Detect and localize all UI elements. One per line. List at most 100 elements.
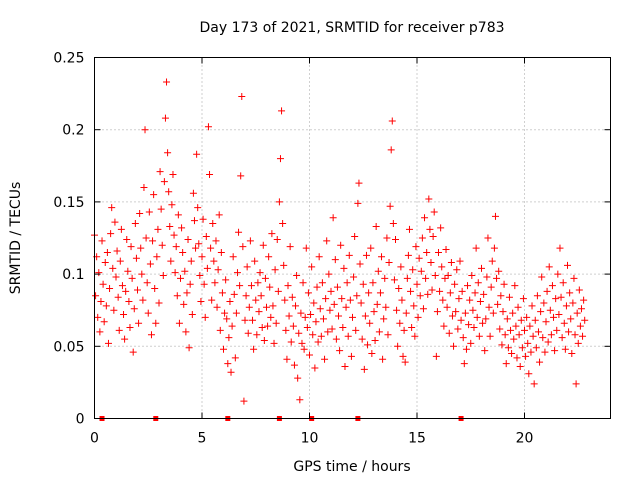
data-point [267, 313, 275, 321]
data-point [404, 251, 412, 259]
data-point [189, 189, 197, 197]
data-point [113, 247, 121, 255]
data-point [311, 364, 319, 372]
data-point [220, 345, 227, 353]
data-point [325, 270, 333, 278]
data-point [152, 319, 160, 327]
data-point [357, 299, 365, 307]
data-point [501, 331, 509, 339]
data-point [120, 311, 128, 319]
data-point [407, 287, 415, 295]
data-point [117, 225, 125, 233]
data-point [479, 319, 487, 327]
data-point [231, 354, 239, 362]
data-point [223, 315, 231, 323]
data-point [547, 331, 555, 339]
data-point [201, 313, 209, 321]
data-point [425, 195, 433, 203]
data-point [548, 282, 556, 290]
data-point [266, 283, 274, 291]
data-point [474, 279, 482, 287]
data-point [185, 344, 193, 352]
data-point [244, 329, 252, 337]
data-point [128, 274, 136, 282]
data-point [521, 326, 528, 334]
data-point [232, 309, 240, 317]
data-point [136, 209, 144, 217]
data-point [193, 150, 201, 158]
y-tick-label: 0.25 [53, 51, 84, 67]
data-point [187, 257, 195, 265]
data-point [553, 326, 561, 334]
data-point [570, 274, 578, 282]
data-point [333, 283, 341, 291]
data-point [483, 273, 491, 281]
data-point [100, 318, 108, 326]
data-point [144, 309, 152, 317]
data-point [462, 345, 470, 353]
data-point [367, 244, 375, 252]
data-point [228, 322, 236, 330]
data-point [476, 298, 484, 306]
data-point [229, 253, 237, 261]
data-point [382, 303, 390, 311]
data-point [359, 280, 367, 288]
data-point [516, 363, 524, 371]
data-point [211, 279, 219, 287]
data-point [195, 240, 203, 248]
data-point [451, 280, 459, 288]
data-point [514, 303, 522, 311]
data-point [272, 319, 280, 327]
data-point [461, 309, 469, 317]
data-point [369, 279, 377, 287]
data-point [314, 338, 322, 346]
data-point [123, 235, 131, 243]
data-point [410, 302, 418, 310]
data-point [246, 237, 254, 245]
data-point [378, 253, 386, 261]
data-point [258, 324, 266, 332]
data-point [468, 272, 476, 280]
data-point [290, 361, 298, 369]
y-tick-label: 0 [76, 412, 85, 428]
data-point [186, 280, 194, 288]
data-point [347, 352, 355, 360]
data-point [532, 344, 540, 352]
data-point [316, 305, 324, 313]
data-point [415, 254, 423, 262]
data-point [428, 286, 436, 294]
data-point [171, 269, 179, 277]
data-point [116, 257, 124, 265]
data-point [137, 244, 145, 252]
data-point [313, 283, 321, 291]
data-point [398, 296, 406, 304]
data-point [370, 308, 378, 316]
data-point [343, 279, 351, 287]
data-point [430, 208, 438, 216]
data-point [441, 274, 449, 282]
data-point [339, 324, 347, 332]
data-point [380, 315, 388, 323]
data-point [543, 287, 551, 295]
data-point [221, 309, 229, 317]
x-tick-label: 10 [301, 431, 319, 447]
data-point [411, 332, 419, 340]
data-point [247, 282, 255, 290]
data-point [153, 253, 161, 261]
data-point [466, 296, 474, 304]
data-point [125, 298, 133, 306]
data-point [497, 292, 505, 300]
data-point [172, 243, 180, 251]
data-point [507, 326, 515, 334]
data-point [183, 289, 191, 297]
data-point [138, 270, 146, 278]
data-point [580, 296, 588, 304]
data-point [454, 325, 462, 333]
data-point [402, 309, 410, 317]
data-point [372, 222, 380, 230]
data-point [556, 244, 564, 252]
data-point [194, 204, 202, 212]
data-point [177, 274, 184, 282]
data-point [327, 287, 335, 295]
data-point [182, 328, 190, 336]
